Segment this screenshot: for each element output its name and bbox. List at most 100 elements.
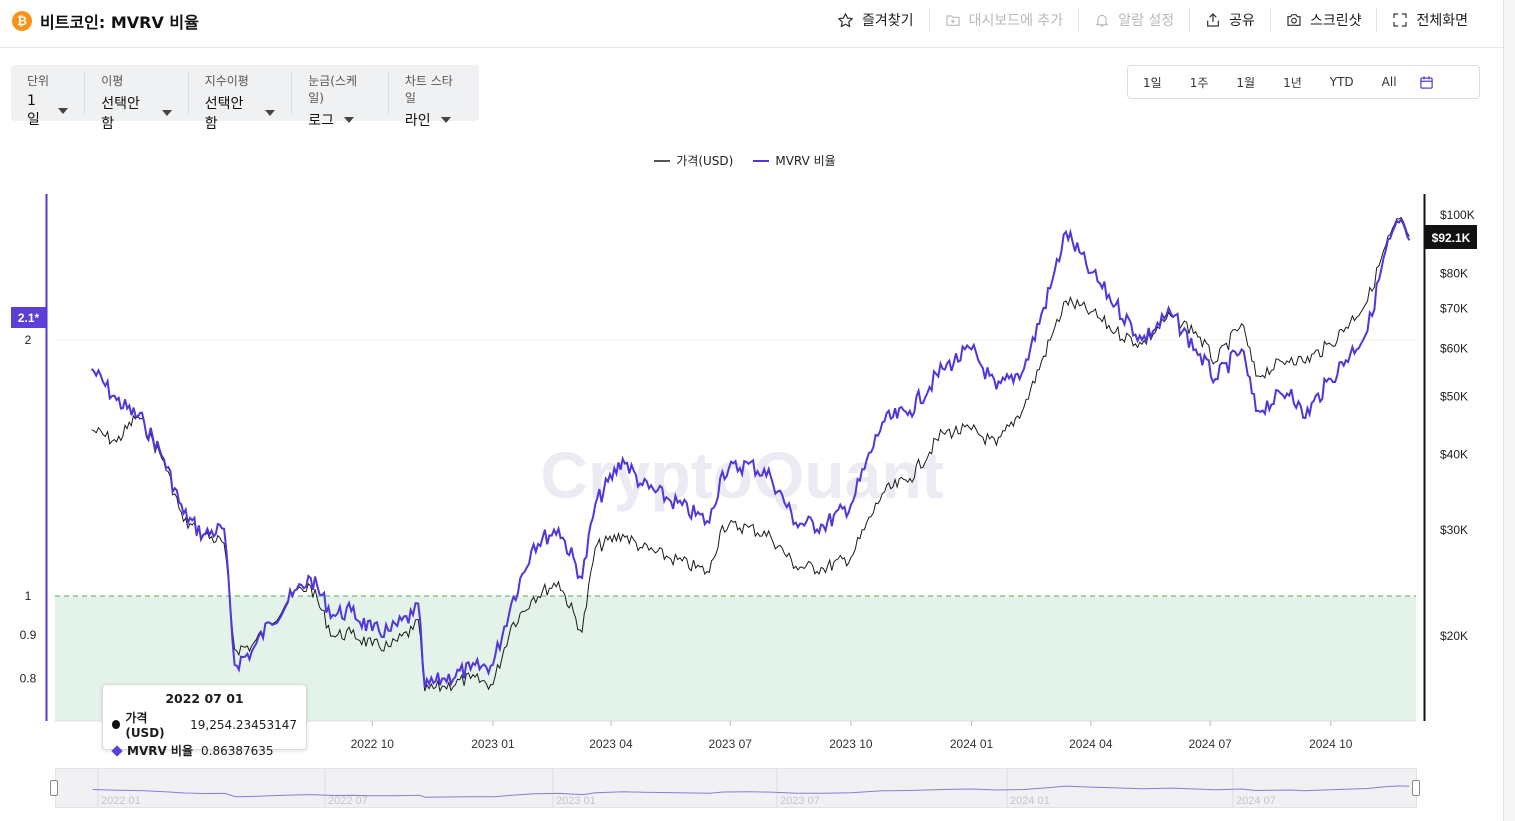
legend-line-price bbox=[654, 159, 671, 162]
mvrv-series-line bbox=[90, 217, 1411, 689]
x-tick-label: 2024 04 bbox=[1069, 737, 1113, 751]
price-dot-icon bbox=[112, 720, 121, 729]
x-tick-label: 2022 10 bbox=[351, 737, 395, 751]
ema-value: 선택안함 bbox=[204, 96, 244, 132]
navigator-label: 2023 01 bbox=[556, 795, 596, 807]
price-series-line bbox=[91, 216, 1410, 693]
right-tick-label: $60K bbox=[1440, 342, 1468, 356]
calendar-icon[interactable] bbox=[1419, 75, 1434, 90]
tooltip-price-label: 가격(USD) bbox=[125, 711, 165, 740]
navigator-label: 2022 07 bbox=[328, 795, 368, 807]
range-1m-button[interactable]: 1월 bbox=[1236, 75, 1256, 90]
screenshot-button[interactable]: 스크린샷 bbox=[1269, 8, 1377, 32]
page-title: 비트코인: MVRV 비율 bbox=[40, 13, 199, 32]
range-ytd-button[interactable]: YTD bbox=[1329, 75, 1354, 89]
x-tick-label: 2023 07 bbox=[709, 737, 753, 751]
tooltip-mvrv-label: MVRV 비율 bbox=[127, 744, 194, 758]
chevron-down-icon bbox=[58, 108, 69, 114]
range-1y-button[interactable]: 1년 bbox=[1283, 75, 1302, 90]
left-tick-label: 0.8 bbox=[20, 671, 37, 685]
left-tick-label: 0.9 bbox=[20, 628, 37, 642]
legend-item-price[interactable]: 가격(USD) bbox=[654, 152, 733, 169]
moving-average-select[interactable]: 이평 선택안함 bbox=[85, 71, 189, 132]
right-tick-label: $70K bbox=[1440, 301, 1468, 315]
unit-select-value: 1일 bbox=[27, 93, 40, 128]
header-actions: 즐겨찾기 대시보드에 추가 알람 설정 공유 스크린샷 전체화면 bbox=[822, 8, 1483, 32]
navigator-left-handle[interactable] bbox=[50, 780, 58, 796]
left-tick-label: 2 bbox=[25, 333, 32, 347]
x-tick-label: 2023 10 bbox=[829, 737, 873, 751]
star-icon bbox=[838, 12, 853, 27]
range-1w-button[interactable]: 1주 bbox=[1189, 75, 1209, 90]
x-tick-label: 2023 01 bbox=[471, 737, 515, 751]
bitcoin-logo-icon: ₿ bbox=[12, 11, 32, 31]
left-tick-label: 1 bbox=[25, 589, 32, 603]
scale-value: 로그 bbox=[308, 113, 334, 129]
brand: ₿ 비트코인: MVRV 비율 bbox=[12, 9, 199, 33]
chart-controls: 단위 1일 이평 선택안함 지수이평 선택안함 눈금(스케일) 로그 차트 스타… bbox=[11, 65, 479, 132]
x-tick-label: 2024 07 bbox=[1188, 737, 1232, 751]
add-dashboard-label: 대시보드에 추가 bbox=[968, 13, 1064, 29]
ema-label: 지수이평 bbox=[204, 74, 249, 88]
fullscreen-label: 전체화면 bbox=[1416, 13, 1468, 29]
right-tick-label: $20K bbox=[1440, 629, 1468, 643]
right-tick-label: $100K bbox=[1440, 208, 1475, 222]
top-bar: ₿ 비트코인: MVRV 비율 즐겨찾기 대시보드에 추가 알람 설정 공유 스… bbox=[0, 0, 1503, 48]
navigator-label: 2024 07 bbox=[1236, 795, 1276, 807]
unit-select-label: 단위 bbox=[27, 74, 50, 88]
time-navigator[interactable]: 2022 01 2022 07 2023 01 2023 07 2024 01 2024 … bbox=[55, 768, 1417, 808]
chart-style-select[interactable]: 차트 스타일 라인 bbox=[389, 71, 479, 129]
right-tick-label: $80K bbox=[1440, 266, 1468, 280]
legend-item-mvrv[interactable]: MVRV 비율 bbox=[753, 152, 836, 169]
mvrv-chart[interactable]: CryptoQuant210.90.8$100K$80K$70K$60K$50K… bbox=[0, 180, 1500, 765]
favorite-label: 즐겨찾기 bbox=[862, 13, 914, 29]
share-icon bbox=[1207, 13, 1220, 27]
right-tick-label: $50K bbox=[1440, 389, 1468, 403]
navigator-preview: 2022 01 2022 07 2023 01 2023 07 2024 01 2024 … bbox=[92, 769, 1410, 807]
chevron-down-icon bbox=[265, 110, 276, 116]
bell-icon bbox=[1095, 14, 1109, 27]
mvrv-current-badge bbox=[11, 307, 46, 328]
legend-mvrv-label: MVRV 비율 bbox=[775, 154, 836, 168]
tooltip-date: 2022 07 01 bbox=[165, 691, 244, 706]
alarm-button[interactable]: 알람 설정 bbox=[1078, 8, 1189, 32]
right-tick-label: $40K bbox=[1440, 448, 1468, 462]
camera-icon bbox=[1287, 14, 1301, 26]
scale-select[interactable]: 눈금(스케일) 로그 bbox=[292, 71, 389, 129]
ema-select[interactable]: 지수이평 선택안함 bbox=[189, 71, 293, 132]
dashboard-add-icon bbox=[945, 15, 960, 26]
range-selector: 1일 1주 1월 1년 YTD All bbox=[1127, 65, 1480, 99]
mvrv-current-badge-label: 2.1* bbox=[18, 311, 40, 325]
chevron-down-icon bbox=[343, 117, 354, 123]
add-dashboard-button[interactable]: 대시보드에 추가 bbox=[928, 8, 1079, 32]
unit-select[interactable]: 단위 1일 bbox=[11, 71, 86, 128]
chart-style-label: 차트 스타일 bbox=[404, 74, 453, 105]
x-tick-label: 2024 01 bbox=[950, 737, 994, 751]
favorite-button[interactable]: 즐겨찾기 bbox=[822, 8, 929, 32]
chevron-down-icon bbox=[161, 110, 172, 116]
moving-average-label: 이평 bbox=[101, 74, 124, 88]
moving-average-value: 선택안함 bbox=[101, 96, 140, 132]
alarm-label: 알람 설정 bbox=[1118, 13, 1175, 29]
navigator-label: 2023 07 bbox=[780, 795, 820, 807]
x-tick-label: 2024 10 bbox=[1309, 737, 1353, 751]
navigator-label: 2022 01 bbox=[101, 795, 141, 807]
range-1d-button[interactable]: 1일 bbox=[1143, 75, 1162, 90]
fullscreen-button[interactable]: 전체화면 bbox=[1376, 8, 1483, 32]
fullscreen-icon bbox=[1393, 13, 1408, 27]
navigator-right-handle[interactable] bbox=[1412, 780, 1420, 796]
scale-label: 눈금(스케일) bbox=[308, 74, 358, 105]
share-button[interactable]: 공유 bbox=[1189, 8, 1270, 32]
page-scrollbar[interactable] bbox=[1503, 0, 1515, 821]
range-all-button[interactable]: All bbox=[1381, 75, 1397, 89]
legend-line-mvrv bbox=[753, 159, 770, 162]
x-tick-label: 2023 04 bbox=[589, 737, 633, 751]
tooltip-price-value: 19,254.23453147 bbox=[190, 717, 297, 732]
tooltip-mvrv-value: 0.86387635 bbox=[201, 743, 274, 758]
screenshot-label: 스크린샷 bbox=[1309, 13, 1362, 29]
navigator-mvrv-line bbox=[92, 785, 1410, 798]
chevron-down-icon bbox=[440, 117, 451, 123]
chart-legend: 가격(USD) MVRV 비율 bbox=[0, 152, 1490, 169]
legend-price-label: 가격(USD) bbox=[676, 154, 734, 168]
mvrv-diamond-icon bbox=[111, 744, 123, 757]
